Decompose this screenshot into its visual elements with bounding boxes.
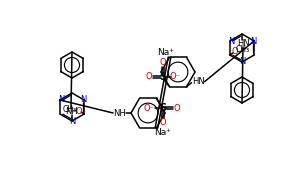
Text: N: N [228, 37, 234, 45]
Text: O⁻: O⁻ [170, 72, 181, 81]
Text: N: N [58, 95, 64, 104]
Text: S: S [159, 103, 166, 113]
Text: Na⁺: Na⁺ [154, 128, 171, 137]
Text: N: N [69, 116, 75, 125]
Text: O: O [159, 58, 166, 67]
Text: HN: HN [192, 77, 205, 86]
Text: NH: NH [65, 107, 77, 116]
Text: N: N [239, 57, 245, 66]
Text: Na⁺: Na⁺ [157, 48, 174, 57]
Text: NH: NH [113, 110, 125, 119]
Text: N: N [80, 95, 86, 104]
Text: O: O [159, 118, 166, 127]
Text: O: O [232, 48, 238, 57]
Text: O⁻: O⁻ [144, 104, 155, 113]
Text: N: N [250, 37, 256, 45]
Text: S: S [159, 72, 166, 82]
Text: HN: HN [237, 39, 249, 48]
Text: O: O [173, 104, 180, 113]
Text: O: O [76, 107, 82, 116]
Text: CH₃: CH₃ [63, 104, 77, 113]
Text: CH₃: CH₃ [236, 45, 250, 54]
Text: O: O [145, 72, 152, 81]
